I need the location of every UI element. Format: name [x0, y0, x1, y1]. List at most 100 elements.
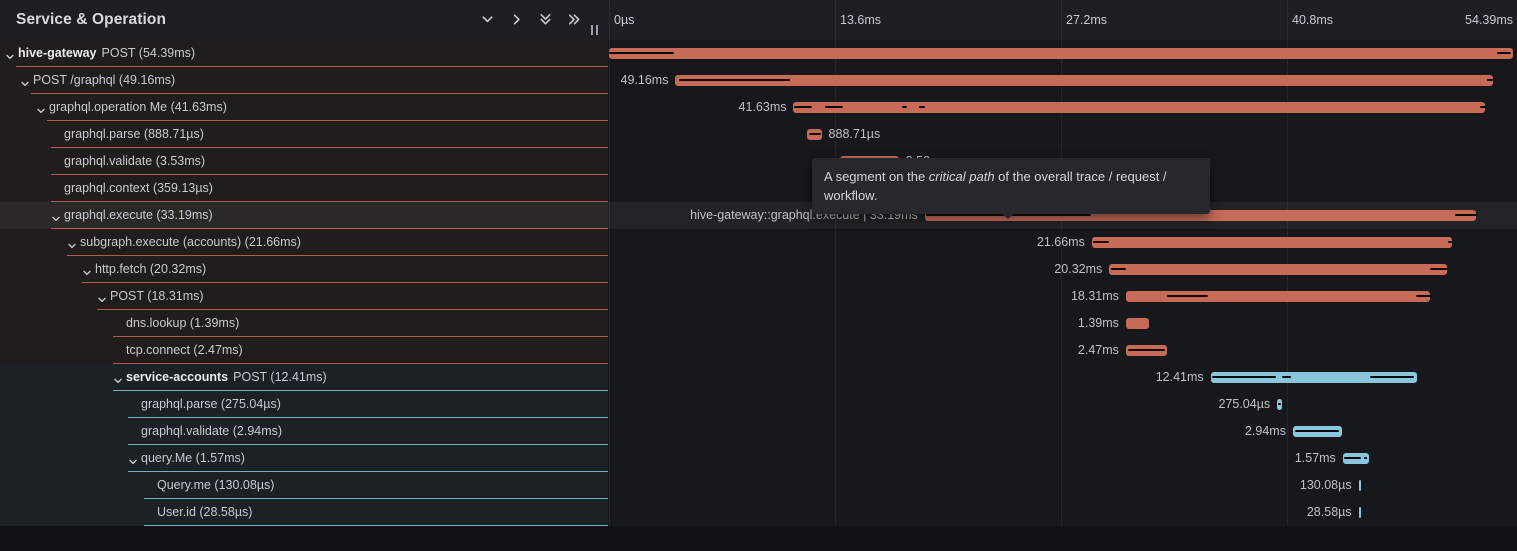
span-label: graphql.execute (33.19ms) [64, 208, 213, 222]
expand-chevron-icon[interactable] [128, 454, 138, 465]
span-duration-label: 20.32ms [1054, 262, 1103, 276]
critical-path-segment [1479, 106, 1487, 108]
span-bar[interactable] [1292, 426, 1342, 437]
span-row[interactable]: graphql.parse (888.71µs) 888.71µs [0, 121, 1517, 148]
panel-resize-handle[interactable] [591, 25, 598, 35]
service-operation-header: Service & Operation [0, 0, 608, 40]
span-row[interactable]: graphql.execute (33.19ms) hive-gateway::g… [0, 202, 1517, 229]
span-bar[interactable] [1125, 291, 1432, 302]
span-row[interactable]: graphql.validate (2.94ms) 2.94ms [0, 418, 1517, 445]
expand-chevron-icon[interactable] [5, 49, 15, 60]
timeline-tick-label: 27.2ms [1066, 13, 1107, 27]
span-row[interactable]: graphql.context (359.13µs)359.13µs [0, 175, 1517, 202]
chevron-down-icon[interactable] [480, 12, 495, 27]
double-chevron-down-icon[interactable] [538, 12, 553, 27]
timeline-gridline [1287, 0, 1288, 526]
critical-path-segment [1282, 376, 1292, 378]
span-row[interactable]: hive-gateway POST (54.39ms) [0, 40, 1517, 67]
span-duration-label: 12.41ms [1155, 370, 1204, 384]
span-row[interactable]: POST /graphql (49.16ms) 49.16ms [0, 67, 1517, 94]
expand-chevron-icon[interactable] [113, 373, 123, 384]
tooltip-caret [1002, 214, 1014, 219]
expand-chevron-icon[interactable] [36, 103, 46, 114]
critical-path-segment [1370, 376, 1415, 378]
span-row[interactable]: User.id (28.58µs) 28.58µs [0, 499, 1517, 526]
chevron-right-icon[interactable] [509, 12, 524, 27]
row-background [0, 445, 608, 472]
span-label: http.fetch (20.32ms) [95, 262, 207, 276]
span-label: subgraph.execute (accounts) (21.66ms) [80, 235, 301, 249]
critical-path-segment [1294, 430, 1340, 432]
row-background [0, 202, 608, 229]
span-bar[interactable] [1125, 345, 1167, 356]
timeline-gridline [609, 0, 610, 526]
span-row[interactable]: tcp.connect (2.47ms) 2.47ms [0, 337, 1517, 364]
span-row[interactable]: POST (18.31ms) 18.31ms [0, 283, 1517, 310]
span-bar[interactable] [675, 75, 1494, 86]
expand-chevron-icon[interactable] [97, 292, 107, 303]
span-label: service-accounts POST (12.41ms) [126, 370, 327, 384]
span-label: query.Me (1.57ms) [141, 451, 245, 465]
span-row[interactable]: query.Me (1.57ms) 1.57ms [0, 445, 1517, 472]
critical-path-segment [901, 106, 908, 108]
span-label: dns.lookup (1.39ms) [126, 316, 240, 330]
expand-chevron-icon[interactable] [20, 76, 30, 87]
span-bar[interactable] [806, 129, 822, 140]
span-duration-label: 1.39ms [1077, 316, 1119, 330]
span-bar[interactable] [1358, 480, 1361, 491]
row-underline [144, 525, 608, 526]
row-background [0, 121, 608, 148]
critical-path-segment [1448, 241, 1453, 243]
span-bar[interactable] [1091, 237, 1453, 248]
collapse-expand-controls [480, 12, 582, 27]
span-row[interactable]: graphql.validate (3.53ms)3.53ms [0, 148, 1517, 175]
row-underline [144, 498, 608, 499]
span-bar[interactable] [1125, 318, 1149, 329]
critical-path-segment [1344, 457, 1362, 459]
span-bar[interactable] [1109, 264, 1448, 275]
critical-path-segment [1486, 79, 1494, 81]
span-label: graphql.parse (888.71µs) [64, 127, 204, 141]
span-label: POST /graphql (49.16ms) [33, 73, 176, 87]
span-row[interactable]: http.fetch (20.32ms) 20.32ms [0, 256, 1517, 283]
span-row[interactable]: subgraph.execute (accounts) (21.66ms) 21.… [0, 229, 1517, 256]
span-bar[interactable] [1210, 372, 1417, 383]
double-chevron-right-icon[interactable] [567, 12, 582, 27]
span-duration-label: 130.08µs [1299, 478, 1352, 492]
tooltip-text-line2: workflow. [824, 188, 878, 203]
row-underline [47, 120, 608, 121]
critical-path-segment [1110, 268, 1126, 270]
timeline-tick-label: 0µs [614, 13, 635, 27]
service-name: hive-gateway [18, 46, 97, 60]
timeline-header: 0µs 13.6ms 27.2ms 40.8ms 54.39ms [608, 0, 1517, 40]
span-row[interactable]: Query.me (130.08µs) 130.08µs [0, 472, 1517, 499]
span-label: graphql.parse (275.04µs) [141, 397, 281, 411]
critical-path-segment [1092, 241, 1110, 243]
span-bar[interactable] [609, 48, 1513, 59]
expand-chevron-icon[interactable] [82, 265, 92, 276]
expand-chevron-icon[interactable] [67, 238, 77, 249]
span-bar[interactable] [1342, 453, 1369, 464]
span-bar[interactable] [793, 102, 1487, 113]
span-bar[interactable] [1358, 507, 1361, 518]
span-label: hive-gateway POST (54.39ms) [18, 46, 196, 60]
row-underline [128, 417, 608, 418]
row-underline [128, 471, 608, 472]
span-label: POST (18.31ms) [110, 289, 204, 303]
span-row[interactable]: dns.lookup (1.39ms) 1.39ms [0, 310, 1517, 337]
span-row[interactable]: graphql.parse (275.04µs) 275.04µs [0, 391, 1517, 418]
span-row[interactable]: graphql.operation Me (41.63ms) 41.63ms [0, 94, 1517, 121]
row-underline [113, 390, 608, 391]
timeline-gridline [1061, 0, 1062, 526]
span-row[interactable]: service-accounts POST (12.41ms) 12.41ms [0, 364, 1517, 391]
span-bar[interactable] [1277, 399, 1282, 410]
row-underline [67, 255, 608, 256]
row-underline [31, 93, 608, 94]
span-duration-label: 1.57ms [1294, 451, 1336, 465]
expand-chevron-icon[interactable] [51, 211, 61, 222]
tooltip-text: A segment on the [824, 169, 929, 184]
row-background [0, 310, 608, 337]
row-background [0, 337, 608, 364]
row-background [0, 67, 608, 94]
critical-path-segment [678, 79, 791, 81]
